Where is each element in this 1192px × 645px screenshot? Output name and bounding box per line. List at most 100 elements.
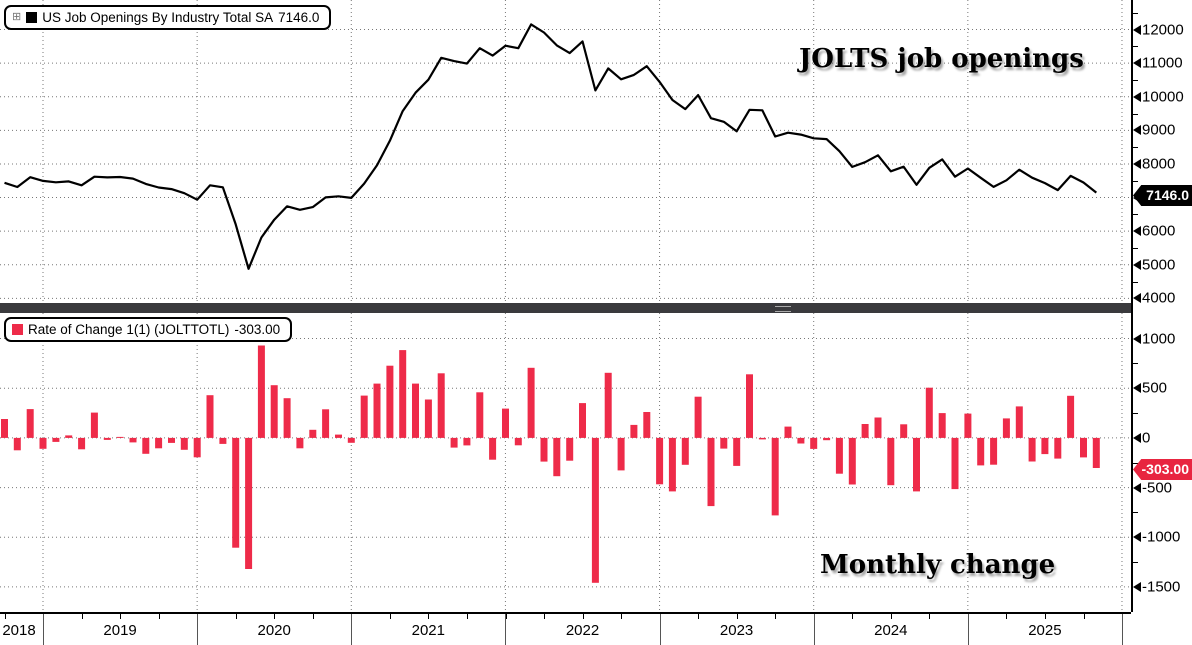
x-minor-tick bbox=[775, 614, 777, 619]
monthly-change-bar bbox=[553, 437, 561, 477]
monthly-change-bar bbox=[861, 424, 869, 438]
y-minor-tick bbox=[1133, 113, 1138, 115]
monthly-change-bar bbox=[1041, 437, 1049, 455]
y-minor-tick bbox=[1133, 247, 1138, 249]
y-minor-tick bbox=[1133, 462, 1138, 464]
monthly-change-bar bbox=[193, 437, 201, 458]
top-legend-label: US Job Openings By Industry Total SA bbox=[42, 10, 274, 25]
top-legend[interactable]: ⊞ US Job Openings By Industry Total SA 7… bbox=[4, 5, 332, 30]
year-label: 2022 bbox=[565, 622, 600, 639]
monthly-change-bar bbox=[643, 412, 651, 438]
monthly-change-bar bbox=[309, 429, 317, 438]
y-tick-label: 10000 bbox=[1142, 88, 1184, 106]
monthly-change-bar bbox=[1, 419, 8, 438]
monthly-change-bar bbox=[771, 437, 779, 516]
tick-arrow-icon bbox=[1133, 125, 1141, 136]
monthly-change-bar bbox=[283, 398, 291, 438]
x-minor-tick bbox=[698, 614, 700, 619]
x-minor-tick bbox=[621, 614, 623, 619]
monthly-change-bar bbox=[347, 437, 355, 443]
monthly-change-bar bbox=[206, 395, 214, 438]
bottom-legend[interactable]: Rate of Change 1(1) (JOLTTOTL) -303.00 bbox=[4, 317, 293, 342]
y-tick-label: -1500 bbox=[1142, 578, 1181, 596]
monthly-change-bar bbox=[232, 437, 240, 548]
tick-arrow-icon bbox=[1133, 532, 1141, 543]
monthly-change-bar bbox=[1028, 437, 1036, 462]
monthly-change-bar bbox=[424, 399, 432, 438]
x-minor-tick bbox=[81, 614, 83, 619]
top-legend-value: 7146.0 bbox=[278, 10, 320, 25]
y-minor-tick bbox=[1133, 147, 1138, 149]
y-tick-label: 500 bbox=[1142, 379, 1168, 397]
monthly-change-bar bbox=[591, 437, 599, 583]
top-annotation: JOLTS job openings bbox=[799, 44, 1084, 74]
x-minor-tick bbox=[312, 614, 314, 619]
y-tick-label: 9000 bbox=[1142, 121, 1176, 139]
tick-arrow-icon bbox=[1133, 24, 1141, 35]
year-label: 2020 bbox=[257, 622, 291, 639]
monthly-change-bar bbox=[116, 436, 124, 438]
monthly-change-bar bbox=[155, 437, 163, 449]
monthly-change-bar bbox=[270, 385, 278, 438]
bottom-legend-label: Rate of Change 1(1) (JOLTTOTL) bbox=[28, 322, 230, 337]
x-minor-tick bbox=[852, 614, 854, 619]
monthly-change-bar bbox=[758, 437, 766, 440]
x-minor-tick bbox=[929, 614, 931, 619]
tick-arrow-icon bbox=[1133, 293, 1141, 304]
x-minor-tick bbox=[1083, 614, 1085, 619]
monthly-change-bar bbox=[874, 417, 882, 438]
monthly-change-bar bbox=[977, 437, 985, 466]
monthly-change-bar bbox=[1080, 437, 1087, 458]
year-divider-line bbox=[197, 614, 199, 645]
expand-icon[interactable]: ⊞ bbox=[12, 11, 22, 23]
last-value-badge-bottom: -303.00 bbox=[1133, 459, 1192, 480]
monthly-change-bar bbox=[257, 345, 265, 438]
monthly-change-bar bbox=[476, 392, 484, 438]
monthly-change-bar bbox=[848, 437, 856, 485]
year-label: 2019 bbox=[103, 622, 137, 639]
x-minor-tick bbox=[389, 614, 391, 619]
monthly-change-bar bbox=[579, 403, 586, 438]
x-minor-tick bbox=[158, 614, 160, 619]
y-minor-tick bbox=[1133, 363, 1138, 365]
tick-arrow-icon bbox=[1133, 482, 1141, 493]
monthly-change-bar bbox=[90, 412, 98, 438]
y-tick-label: 5000 bbox=[1142, 256, 1176, 274]
year-divider-line bbox=[505, 614, 507, 645]
monthly-change-bar bbox=[1092, 437, 1100, 468]
monthly-change-bar bbox=[489, 437, 497, 460]
monthly-change-bar bbox=[990, 437, 998, 465]
monthly-change-bar bbox=[913, 437, 920, 492]
x-minor-tick bbox=[736, 614, 738, 619]
monthly-change-bar bbox=[746, 374, 753, 438]
axis-line bbox=[1131, 0, 1133, 612]
x-minor-tick bbox=[544, 614, 545, 619]
monthly-change-bar bbox=[65, 435, 73, 438]
monthly-change-bar bbox=[245, 437, 253, 569]
y-minor-tick bbox=[1133, 512, 1138, 514]
monthly-change-bar bbox=[938, 413, 946, 438]
y-tick-label: -1000 bbox=[1142, 528, 1181, 546]
y-minor-tick bbox=[1133, 562, 1138, 564]
monthly-change-bar bbox=[887, 437, 895, 486]
panel-divider[interactable] bbox=[0, 303, 1192, 313]
monthly-change-bar bbox=[784, 426, 792, 438]
job-openings-line-series bbox=[4, 23, 1098, 270]
monthly-change-bar bbox=[168, 437, 175, 443]
y-tick-label: 1000 bbox=[1142, 330, 1176, 348]
monthly-change-bar bbox=[142, 437, 150, 454]
y-tick-label: -500 bbox=[1142, 479, 1173, 497]
y-minor-tick bbox=[1133, 281, 1138, 283]
monthly-change-bar bbox=[1054, 437, 1062, 459]
year-label: 2025 bbox=[1028, 622, 1062, 639]
y-minor-tick bbox=[1133, 12, 1138, 14]
monthly-change-bar bbox=[463, 437, 471, 446]
monthly-change-bar bbox=[386, 365, 394, 438]
year-label: 2024 bbox=[874, 622, 908, 639]
monthly-change-bar bbox=[835, 437, 843, 474]
y-tick-label: 12000 bbox=[1142, 21, 1184, 38]
year-divider-line bbox=[659, 614, 661, 645]
tick-arrow-icon bbox=[1133, 333, 1141, 344]
monthly-change-bar-chart bbox=[0, 313, 1131, 612]
right-value-axis: 120001100010000900080007000600050004000 … bbox=[1131, 0, 1192, 612]
